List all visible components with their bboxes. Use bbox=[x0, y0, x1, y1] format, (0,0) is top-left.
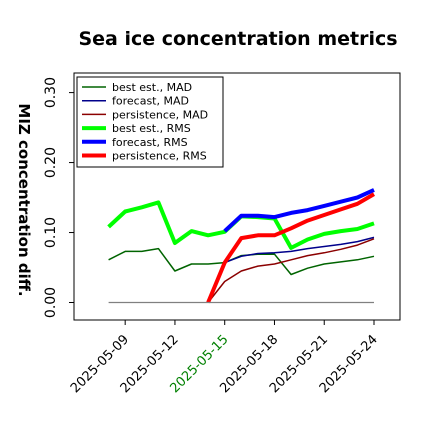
legend-label: persistence, RMS bbox=[112, 150, 207, 163]
series-line-forecast-rms bbox=[223, 188, 375, 233]
legend-label: forecast, RMS bbox=[112, 136, 188, 149]
plot-frame bbox=[73, 72, 401, 321]
legend-box bbox=[76, 76, 224, 168]
chart-title: Sea ice concentration metrics bbox=[78, 28, 397, 50]
series-line-persistence-mad bbox=[207, 238, 375, 303]
legend-label: best est., RMS bbox=[112, 122, 191, 135]
y-tick-label: 0.00 bbox=[43, 287, 59, 318]
legend-label: persistence, MAD bbox=[112, 108, 208, 121]
y-tick-label: 0.10 bbox=[43, 217, 59, 248]
y-tick-label: 0.30 bbox=[43, 77, 59, 108]
series-layer bbox=[107, 188, 376, 304]
y-axis: 0.00 0.10 0.20 0.30 bbox=[43, 77, 74, 318]
series-line-persistence-rms bbox=[206, 192, 376, 304]
legend-label: best est., MAD bbox=[112, 81, 192, 94]
y-axis-label: MIZ concentration diff. bbox=[15, 103, 33, 296]
legend-label: forecast, MAD bbox=[112, 95, 189, 108]
y-tick-label: 0.20 bbox=[43, 147, 59, 178]
series-line-forecast-mad bbox=[224, 236, 375, 264]
x-axis: 2025-05-092025-05-122025-05-152025-05-18… bbox=[68, 320, 381, 396]
